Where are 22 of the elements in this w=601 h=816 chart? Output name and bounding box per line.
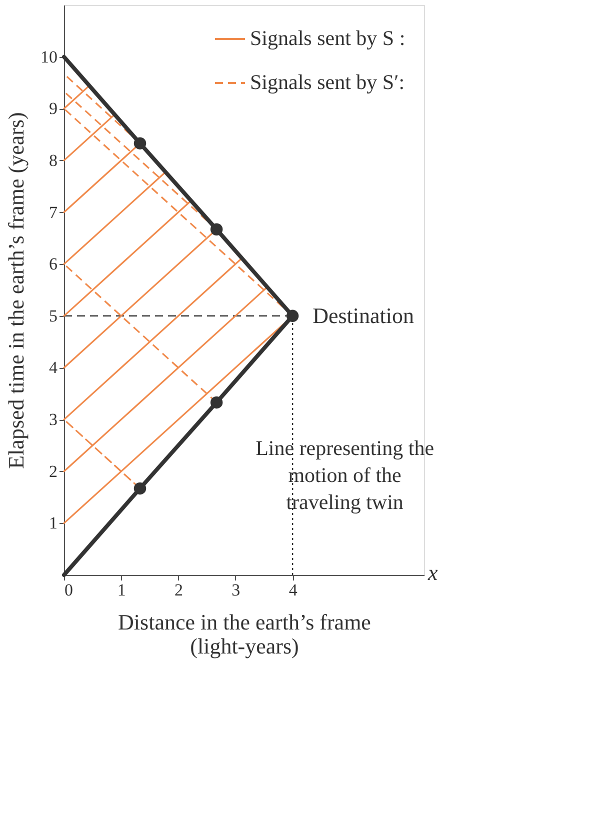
text: x bbox=[427, 560, 438, 585]
x-tick-label: 2 bbox=[174, 580, 184, 600]
x-tick-label: 3 bbox=[232, 580, 240, 600]
y-tick-label: 7 bbox=[49, 202, 58, 222]
y-tick-label: 2 bbox=[49, 462, 58, 481]
x-tick-label: 0 bbox=[64, 580, 73, 600]
y-tick-label: 1 bbox=[49, 514, 58, 533]
annotation: Destination bbox=[312, 302, 414, 328]
legend-label: Signals sent by S′: bbox=[250, 70, 405, 94]
y-tick-label: 9 bbox=[49, 99, 58, 118]
y-tick-label: 4 bbox=[49, 358, 58, 378]
legend-label: Signals sent by S : bbox=[250, 26, 406, 50]
annotation: Line representing the motion of the traveling twin bbox=[256, 436, 434, 514]
y-tick-label: 5 bbox=[49, 306, 58, 326]
y-tick-label: 6 bbox=[49, 254, 58, 274]
y-tick-label: 10 bbox=[40, 47, 58, 66]
y-axis-title: Elapsed time in the earth’s frame (years) bbox=[4, 112, 28, 469]
y-tick-label: 3 bbox=[49, 410, 58, 430]
y-tick-label: 8 bbox=[49, 150, 58, 170]
x-tick-label: 4 bbox=[288, 580, 298, 600]
x-tick-label: 1 bbox=[117, 580, 126, 600]
x-axis-title: Distance in the earth’s frame (light-years) bbox=[118, 610, 371, 658]
